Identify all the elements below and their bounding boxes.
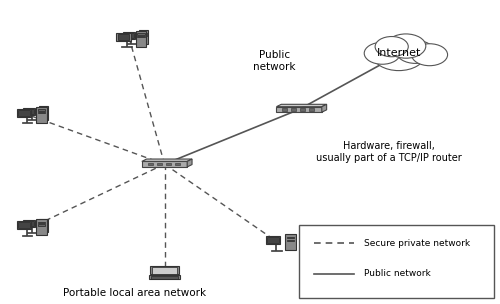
FancyBboxPatch shape xyxy=(156,163,162,165)
Circle shape xyxy=(364,42,400,64)
FancyBboxPatch shape xyxy=(143,162,188,168)
FancyBboxPatch shape xyxy=(40,219,48,233)
FancyBboxPatch shape xyxy=(142,161,187,167)
FancyBboxPatch shape xyxy=(40,106,48,120)
FancyBboxPatch shape xyxy=(276,107,322,112)
FancyBboxPatch shape xyxy=(22,122,32,123)
Polygon shape xyxy=(31,227,32,232)
Circle shape xyxy=(396,40,434,64)
FancyBboxPatch shape xyxy=(38,112,45,113)
Circle shape xyxy=(386,34,426,58)
FancyBboxPatch shape xyxy=(148,163,152,165)
Text: Internet: Internet xyxy=(376,48,421,58)
Polygon shape xyxy=(26,117,27,122)
FancyBboxPatch shape xyxy=(122,32,135,39)
Circle shape xyxy=(375,36,408,57)
FancyBboxPatch shape xyxy=(16,109,31,117)
FancyBboxPatch shape xyxy=(139,30,148,44)
FancyBboxPatch shape xyxy=(24,221,34,226)
FancyBboxPatch shape xyxy=(282,108,287,111)
FancyBboxPatch shape xyxy=(127,43,136,44)
FancyBboxPatch shape xyxy=(18,222,30,228)
FancyBboxPatch shape xyxy=(137,36,144,37)
FancyBboxPatch shape xyxy=(266,236,280,244)
FancyBboxPatch shape xyxy=(23,220,35,227)
Polygon shape xyxy=(130,39,132,43)
FancyBboxPatch shape xyxy=(175,163,180,165)
FancyBboxPatch shape xyxy=(310,108,314,111)
FancyBboxPatch shape xyxy=(150,266,179,275)
FancyBboxPatch shape xyxy=(150,275,180,279)
Polygon shape xyxy=(187,159,192,167)
FancyBboxPatch shape xyxy=(38,224,45,226)
FancyBboxPatch shape xyxy=(38,222,45,223)
FancyBboxPatch shape xyxy=(40,109,47,110)
FancyBboxPatch shape xyxy=(299,225,494,298)
FancyBboxPatch shape xyxy=(278,108,323,113)
FancyBboxPatch shape xyxy=(36,107,46,123)
Polygon shape xyxy=(276,104,326,107)
FancyBboxPatch shape xyxy=(124,33,134,38)
FancyBboxPatch shape xyxy=(16,221,31,229)
FancyBboxPatch shape xyxy=(24,109,34,114)
FancyBboxPatch shape xyxy=(166,163,170,165)
FancyBboxPatch shape xyxy=(23,108,35,115)
FancyBboxPatch shape xyxy=(40,221,47,222)
FancyBboxPatch shape xyxy=(27,232,36,233)
FancyBboxPatch shape xyxy=(140,33,147,34)
FancyBboxPatch shape xyxy=(140,35,147,36)
FancyBboxPatch shape xyxy=(22,235,32,236)
Polygon shape xyxy=(322,104,326,112)
Text: Public network: Public network xyxy=(364,269,430,278)
FancyBboxPatch shape xyxy=(287,240,294,241)
Polygon shape xyxy=(275,244,276,250)
Text: Public
network: Public network xyxy=(253,50,296,72)
Text: Hardware, firewall,
usually part of a TCP/IP router: Hardware, firewall, usually part of a TC… xyxy=(316,141,462,163)
Polygon shape xyxy=(142,159,192,161)
FancyBboxPatch shape xyxy=(40,111,47,112)
Text: Secure private network: Secure private network xyxy=(364,239,470,248)
Circle shape xyxy=(373,39,425,71)
Polygon shape xyxy=(31,115,32,119)
Circle shape xyxy=(412,44,448,66)
FancyBboxPatch shape xyxy=(38,109,45,111)
Polygon shape xyxy=(26,229,27,235)
Text: Portable local area network: Portable local area network xyxy=(63,288,206,298)
FancyBboxPatch shape xyxy=(121,46,132,47)
FancyBboxPatch shape xyxy=(27,119,36,120)
FancyBboxPatch shape xyxy=(18,109,30,116)
FancyBboxPatch shape xyxy=(118,33,130,40)
FancyBboxPatch shape xyxy=(285,234,296,250)
FancyBboxPatch shape xyxy=(136,31,146,47)
FancyBboxPatch shape xyxy=(300,108,306,111)
FancyBboxPatch shape xyxy=(116,33,131,41)
FancyBboxPatch shape xyxy=(271,250,281,251)
FancyBboxPatch shape xyxy=(40,223,47,224)
FancyBboxPatch shape xyxy=(137,33,144,35)
FancyBboxPatch shape xyxy=(287,237,294,238)
FancyBboxPatch shape xyxy=(152,267,177,274)
FancyBboxPatch shape xyxy=(268,237,279,244)
FancyBboxPatch shape xyxy=(36,219,46,235)
FancyBboxPatch shape xyxy=(292,108,296,111)
FancyBboxPatch shape xyxy=(152,276,178,279)
